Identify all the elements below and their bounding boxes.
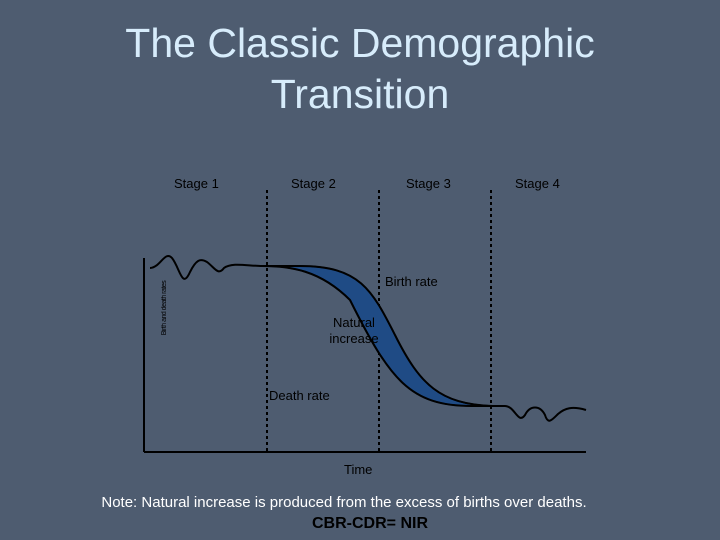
y-axis-label: Birth and death rates	[161, 280, 168, 336]
slide-title: The Classic Demographic Transition	[0, 18, 720, 120]
natural-increase-label: Natural increase	[318, 315, 390, 347]
stage-1-label: Stage 1	[174, 176, 219, 191]
death-rate-curve	[261, 265, 587, 422]
footnote: Note: Natural increase is produced from …	[101, 494, 587, 511]
stage-4-label: Stage 4	[515, 176, 560, 191]
death-rate-label: Death rate	[269, 388, 330, 403]
time-axis-label: Time	[344, 462, 373, 477]
title-line-1: The Classic Demographic	[125, 20, 595, 66]
stage-3-label: Stage 3	[406, 176, 451, 191]
natural-increase-line-1: Natural	[333, 315, 375, 330]
title-line-2: Transition	[270, 71, 450, 117]
birth-rate-curve	[149, 255, 493, 407]
formula: CBR-CDR= NIR	[312, 515, 428, 532]
birth-rate-label: Birth rate	[385, 274, 438, 289]
natural-increase-line-2: increase	[329, 331, 379, 346]
stage-2-label: Stage 2	[291, 176, 336, 191]
